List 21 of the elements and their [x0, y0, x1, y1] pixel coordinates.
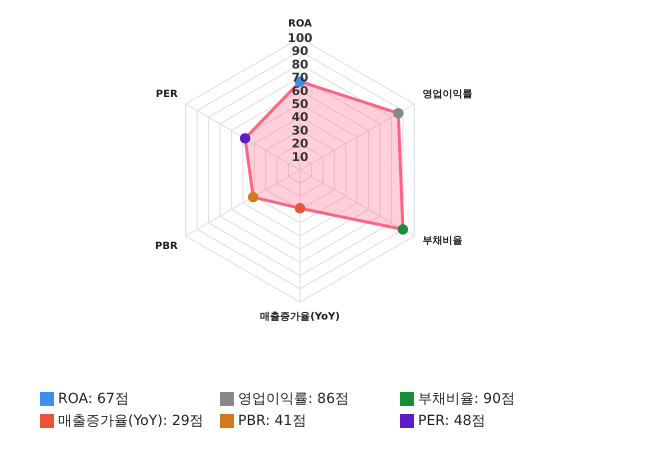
text: PBR: 41점: [238, 413, 306, 429]
spoke-label: 부채비율: [422, 236, 462, 247]
text: PER: 48점: [418, 413, 486, 429]
y-tick-label: 20: [292, 136, 308, 151]
spoke-label: PER: [156, 89, 178, 100]
text: 부채비율: 90점: [418, 391, 515, 407]
y-tick-label: 30: [292, 123, 308, 138]
y-tick-label: 90: [292, 44, 308, 58]
spoke-label: 매출증가율(YoY): [260, 312, 340, 323]
y-tick-label: 60: [292, 84, 308, 98]
y-tick-label: 80: [292, 57, 308, 72]
y-tick-label: 100: [287, 31, 313, 45]
spoke-label: 영업이익률: [422, 89, 472, 100]
y-tick-label: 10: [292, 150, 308, 164]
text: ROA: 67점: [58, 391, 129, 407]
y-tick-label: 50: [292, 97, 308, 111]
spoke-label: ROA: [288, 18, 312, 30]
text: 매출증가율(YoY): 29점: [58, 413, 204, 429]
text: 영업이익률: 86점: [238, 391, 349, 407]
spoke-label: PBR: [155, 240, 178, 252]
y-tick-label: 40: [292, 110, 308, 124]
